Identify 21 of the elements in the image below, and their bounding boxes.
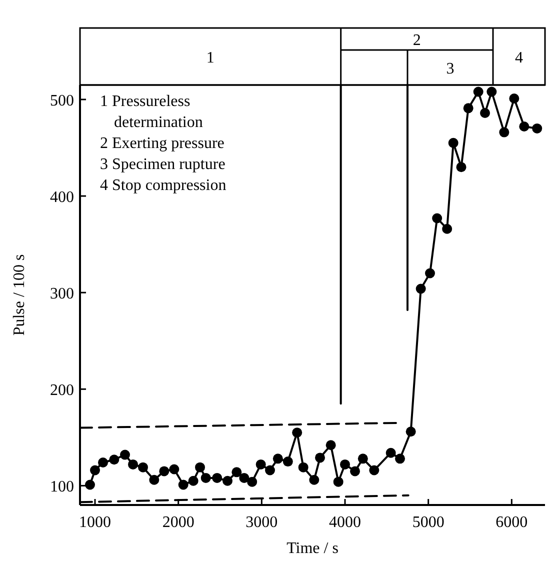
y-tick-label: 400 [50,189,74,206]
y-tick-label: 200 [50,382,74,400]
text: 2 [412,32,421,49]
text: 4 [515,50,523,66]
x-tick-label: 2000 [162,514,194,531]
text: 1 [206,50,214,66]
y-axis-title: Pulse / 100 s [11,254,28,336]
text: 3 [446,60,454,78]
y-tick-label: 300 [50,286,74,303]
annotation: 1 Pressureless determination [100,93,203,131]
x-tick-label: 6000 [496,514,528,531]
y-tick-label: 500 [50,92,74,110]
annotation: 2 Exerting pressure [100,135,224,152]
annotation: 4 Stop compression [100,177,226,194]
x-tick-label: 5000 [412,514,444,531]
x-axis-title: Time / s [286,540,338,557]
y-tick-label: 100 [50,478,74,496]
x-tick-label: 4000 [329,514,361,531]
annotation: 3 Specimen rupture [100,156,226,173]
x-tick-label: 1000 [79,514,111,531]
x-tick-label: 3000 [246,514,278,531]
